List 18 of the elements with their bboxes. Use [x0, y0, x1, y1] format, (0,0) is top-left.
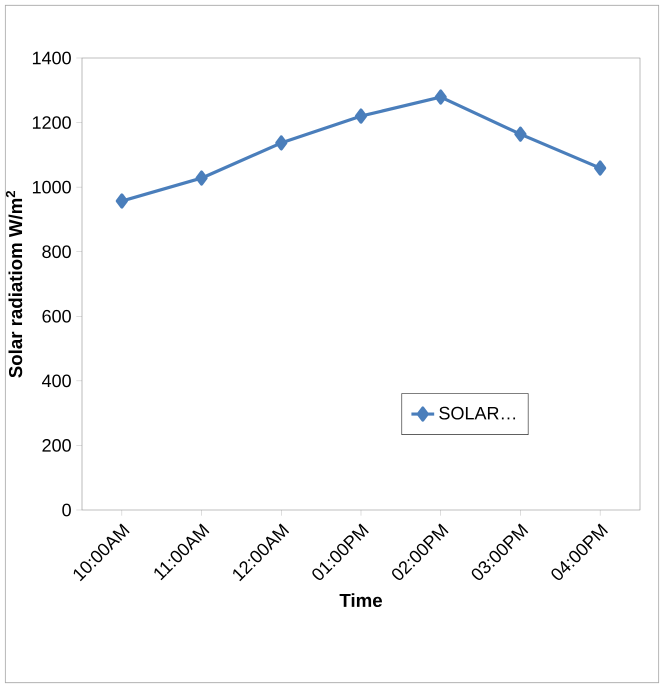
- point: [594, 160, 606, 176]
- legend-label: SOLAR…: [439, 406, 516, 420]
- point: [195, 170, 208, 186]
- y-axis-title: Solar radiatiom W/m$^{2}$: [6, 190, 22, 378]
- y-tick-label: 400: [42, 374, 71, 388]
- y-tick-label: 200: [42, 439, 71, 452]
- point: [275, 135, 288, 151]
- y-tick-label: 1400: [32, 52, 71, 64]
- y-tick-label: 1200: [32, 116, 71, 129]
- point: [116, 193, 128, 209]
- point: [514, 126, 527, 142]
- y-tick-label: 0: [62, 504, 71, 516]
- point: [354, 108, 368, 124]
- y-tick-label: 1000: [32, 180, 71, 194]
- y-tick-label: 800: [42, 245, 71, 258]
- y-tick-label: 600: [42, 310, 71, 323]
- point: [434, 89, 447, 105]
- x-axis-title: Time: [340, 593, 382, 608]
